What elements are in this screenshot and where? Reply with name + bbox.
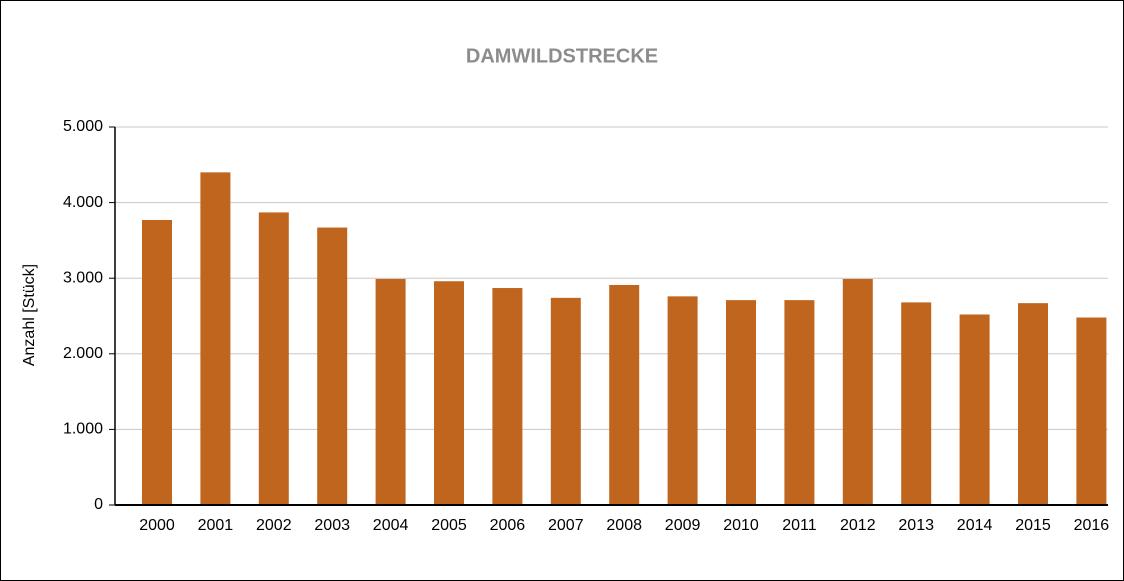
- x-tick-label: 2000: [139, 517, 175, 534]
- bar: [609, 285, 640, 505]
- y-tick-label: 0: [94, 496, 103, 513]
- bar: [959, 314, 990, 505]
- x-tick-label: 2006: [490, 517, 526, 534]
- bar: [317, 227, 348, 505]
- bar: [784, 300, 815, 505]
- bar: [550, 297, 581, 505]
- y-tick-label: 4.000: [63, 194, 103, 211]
- bar: [1018, 303, 1048, 505]
- x-tick-label: 2004: [373, 517, 409, 534]
- y-tick-label: 3.000: [63, 269, 103, 286]
- x-tick-label: 2005: [431, 517, 467, 534]
- bar: [434, 281, 464, 505]
- x-tick-label: 2003: [314, 517, 350, 534]
- bar: [726, 300, 756, 505]
- x-tick-label: 2012: [840, 517, 876, 534]
- x-tick-label: 2010: [723, 517, 759, 534]
- x-tick-label: 2001: [198, 517, 234, 534]
- bar: [200, 172, 231, 506]
- x-tick-label: 2014: [957, 517, 993, 534]
- x-tick-label: 2011: [782, 517, 817, 534]
- x-tick-label: 2015: [1015, 517, 1051, 534]
- x-tick-label: 2008: [606, 517, 642, 534]
- x-tick-label: 2002: [256, 517, 292, 534]
- x-tick-label: 2013: [898, 517, 934, 534]
- y-axis-label: Anzahl [Stück]: [21, 264, 38, 366]
- x-tick-label: 2007: [548, 517, 584, 534]
- bar: [901, 302, 932, 505]
- bar: [842, 278, 873, 505]
- bar: [492, 288, 523, 505]
- bar: [375, 278, 406, 505]
- bar: [667, 296, 698, 505]
- y-tick-label: 1.000: [63, 421, 103, 438]
- x-tick-label: 2016: [1074, 517, 1110, 534]
- x-tick-label: 2009: [665, 517, 701, 534]
- y-tick-label: 5.000: [63, 118, 103, 135]
- chart-title: DAMWILDSTRECKE: [466, 45, 658, 67]
- bar: [1076, 317, 1107, 505]
- bar: [258, 212, 289, 506]
- bar: [142, 219, 172, 505]
- y-tick-label: 2.000: [63, 345, 103, 362]
